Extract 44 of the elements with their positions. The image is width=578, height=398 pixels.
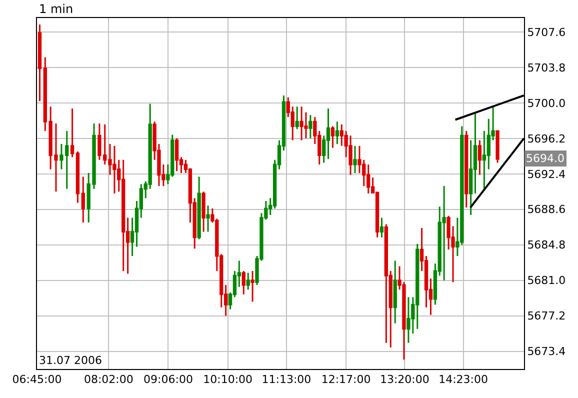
chart-subtitle: 1 min (39, 2, 74, 16)
x-tick-label: 08:02:00 (84, 373, 134, 386)
y-tick-label: 5703.8 (527, 61, 566, 74)
y-tick-label: 5684.8 (527, 238, 566, 252)
candlestick (70, 108, 74, 158)
candlestick (197, 176, 201, 240)
candlestick (250, 270, 254, 303)
x-tick-label: 11:13:00 (262, 373, 312, 386)
candlestick (335, 120, 340, 145)
candlestick (81, 176, 85, 224)
candlestick (478, 140, 482, 176)
candlestick (464, 130, 468, 208)
x-tick-label: 13:20:00 (380, 373, 430, 386)
candlestick (442, 185, 446, 282)
annotation: 5694.0 (526, 152, 564, 165)
candlestick (246, 272, 250, 290)
y-tick-label: 5707.6 (527, 26, 566, 39)
x-tick-label: 12:17:00 (321, 373, 371, 386)
x-tick-label: 10:10:00 (203, 373, 253, 386)
candlestick (76, 150, 80, 204)
candlestick (308, 114, 312, 140)
candlestick (202, 190, 206, 233)
y-tick-label: 5696.2 (527, 132, 566, 146)
annotation: 31.07 2006 (39, 354, 102, 367)
candlestick (326, 108, 330, 160)
y-tick-label: 5688.6 (527, 203, 566, 216)
y-tick-label: 5681.0 (527, 274, 566, 288)
y-tick-label: 5677.2 (527, 310, 566, 323)
y-tick-label: 5673.4 (527, 345, 566, 358)
candlestick (38, 24, 42, 102)
candlestick (242, 270, 246, 296)
candlestick (380, 217, 384, 238)
x-tick-label: 14:23:00 (438, 373, 488, 386)
candlestick (295, 106, 299, 130)
x-tick-label: 09:06:00 (144, 373, 193, 386)
candlestick (174, 138, 179, 172)
x-tick-label: 06:45:00 (12, 373, 62, 386)
candlestick (206, 204, 210, 233)
candlestick (353, 145, 357, 174)
y-tick-label: 5700.0 (527, 96, 566, 110)
candlestick (496, 130, 500, 164)
candlestick (330, 126, 335, 149)
y-tick-label: 5692.4 (527, 168, 566, 181)
candlestick (393, 260, 397, 324)
